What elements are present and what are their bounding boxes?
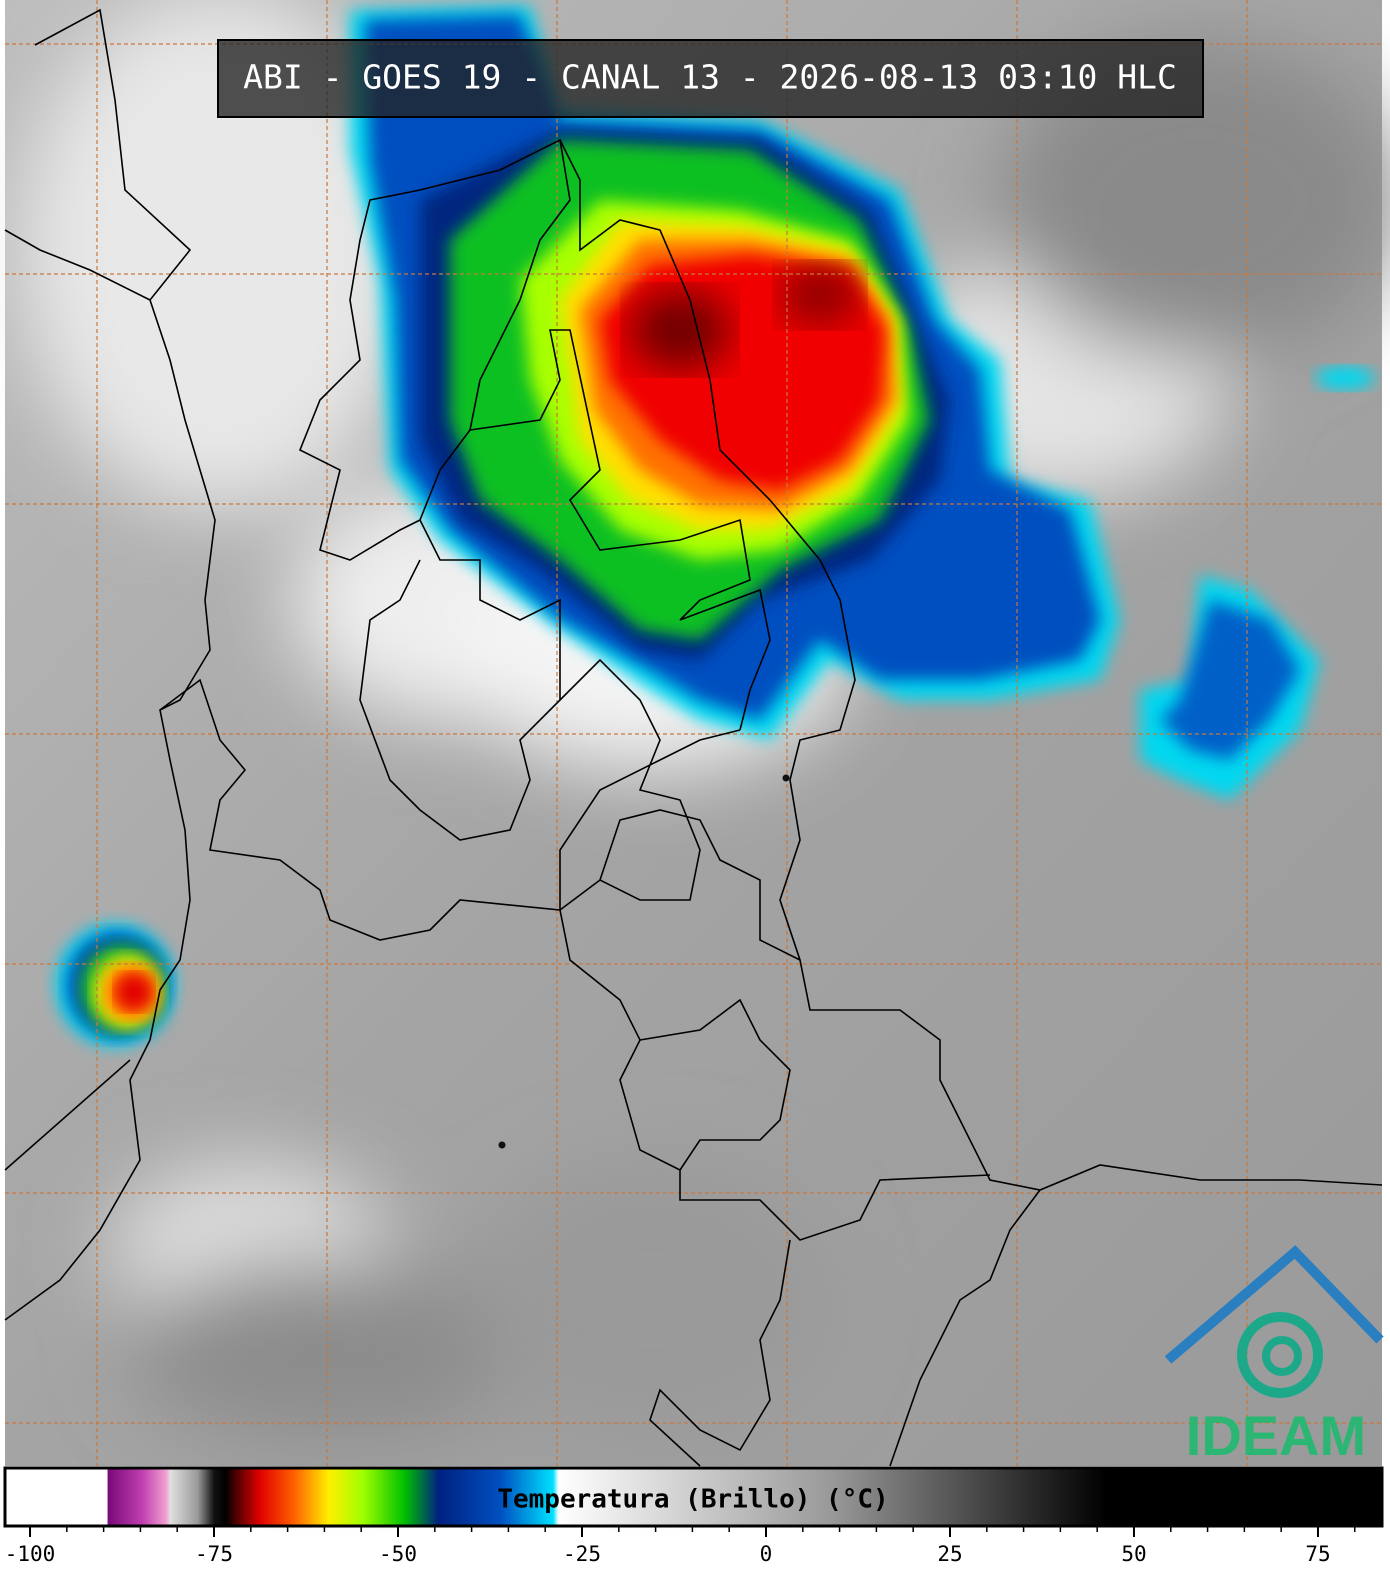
borders — [4, 8, 1383, 1467]
title: ABI - GOES 19 - CANAL 13 - 2026-08-13 03… — [243, 58, 1177, 97]
colorbar-tick-label: 0 — [760, 1542, 773, 1566]
colorbar-tick-label: 50 — [1121, 1542, 1146, 1566]
colorbar-tick-label: -75 — [195, 1542, 233, 1566]
colorbar: Temperatura (Brillo) (°C) — [3, 1466, 1384, 1528]
title-box — [217, 39, 1204, 118]
colorbar-tick-label: -25 — [563, 1542, 601, 1566]
logo: IDEAM — [1164, 1245, 1384, 1467]
colorbar-tick-label: 25 — [937, 1542, 962, 1566]
colorbar-tick-label: -100 — [5, 1542, 56, 1566]
logo-text: IDEAM — [1186, 1404, 1366, 1467]
colorbar-label: Temperatura (Brillo) (°C) — [497, 1485, 888, 1515]
colorbar-tick-label: 75 — [1305, 1542, 1330, 1566]
convective-storm — [55, 5, 1375, 1047]
city-marker — [498, 1141, 506, 1149]
colorbar-tick-label: -50 — [379, 1542, 417, 1566]
colorbar-gradient — [3, 1466, 1384, 1528]
city-marker — [782, 774, 790, 782]
